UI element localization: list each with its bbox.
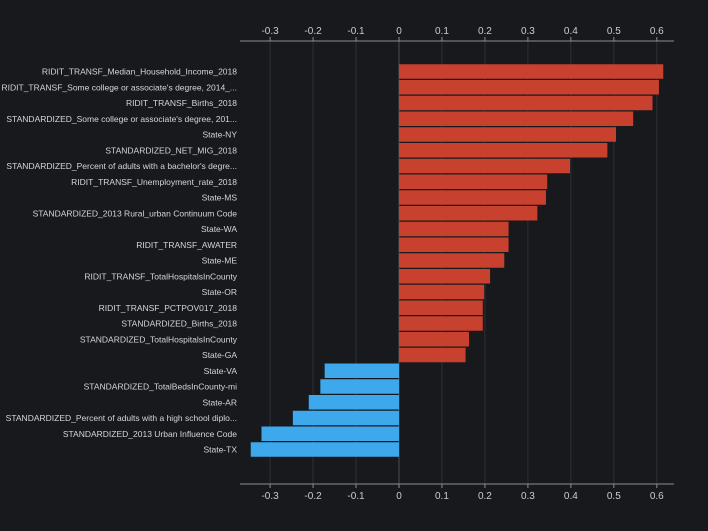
bottom-tick-label: -0.3 — [261, 491, 279, 502]
bar — [398, 253, 505, 268]
top-tick-label: 0.6 — [650, 26, 664, 37]
category-label: STANDARDIZED_Percent of adults with a hi… — [6, 413, 237, 423]
bottom-tick-label: 0.5 — [607, 491, 621, 502]
category-label: RIDIT_TRANSF_TotalHospitalsInCounty — [84, 271, 237, 281]
top-tick-label: 0.3 — [521, 26, 535, 37]
category-label: STANDARDIZED_TotalBedsInCounty-mi — [84, 382, 237, 392]
category-label: State-ME — [202, 256, 238, 266]
bar — [398, 111, 634, 126]
bottom-tick-label: -0.2 — [304, 491, 322, 502]
bar — [320, 379, 399, 394]
bar — [398, 300, 483, 315]
bar — [292, 410, 399, 426]
bar — [398, 269, 491, 284]
bar — [398, 284, 485, 300]
top-tick-label: -0.3 — [261, 26, 279, 37]
category-label: STANDARDIZED_2013 Urban Influence Code — [63, 429, 237, 439]
category-label: RIDIT_TRANSF_Unemployment_rate_2018 — [71, 177, 237, 187]
category-label: State-VA — [204, 366, 238, 376]
top-tick-label: 0.4 — [564, 26, 578, 37]
bar — [308, 395, 399, 410]
bottom-tick-label: 0.4 — [564, 491, 578, 502]
bar — [398, 332, 470, 347]
category-label: State-NY — [203, 130, 238, 140]
bar — [398, 174, 548, 189]
bar — [398, 64, 664, 79]
category-label: RIDIT_TRANSF_Births_2018 — [126, 98, 237, 108]
bar — [398, 158, 571, 174]
category-label: STANDARDIZED_TotalHospitalsInCounty — [80, 334, 238, 344]
bar — [398, 143, 608, 158]
axes: -0.3 -0.3 -0.2 -0.2 -0.1 -0.1 0 0 0.1 0.1 0.2 0.2 0.… — [240, 26, 674, 502]
category-label: State-WA — [201, 224, 237, 234]
category-labels: RIDIT_TRANSF_Median_Household_Income_201… — [2, 67, 238, 455]
bar — [398, 347, 466, 363]
bar — [324, 363, 399, 378]
top-tick-label: -0.2 — [304, 26, 322, 37]
bar — [398, 237, 509, 252]
bar — [398, 127, 616, 142]
bar — [250, 442, 399, 457]
category-label: State-GA — [202, 350, 237, 360]
bar — [398, 316, 483, 331]
category-label: State-TX — [203, 445, 237, 455]
bottom-tick-label: 0.3 — [521, 491, 535, 502]
bar — [398, 206, 538, 221]
bottom-tick-label: 0.1 — [435, 491, 449, 502]
bottom-tick-label: 0.6 — [650, 491, 664, 502]
category-label: STANDARDIZED_NET_MIG_2018 — [105, 145, 237, 155]
top-tick-label: -0.1 — [347, 26, 365, 37]
category-label: RIDIT_TRANSF_PCTPOV017_2018 — [99, 303, 238, 313]
category-label: STANDARDIZED_Births_2018 — [121, 319, 237, 329]
category-label: RIDIT_TRANSF_Median_Household_Income_201… — [42, 67, 237, 77]
bar — [261, 426, 399, 441]
category-label: State-AR — [203, 397, 238, 407]
bar — [398, 221, 509, 237]
category-label: STANDARDIZED_2013 Rural_urban Continuum … — [33, 208, 238, 218]
category-label: STANDARDIZED_Percent of adults with a ba… — [6, 161, 237, 171]
bar — [398, 80, 659, 95]
top-tick-label: 0 — [396, 26, 402, 37]
category-label: State-MS — [202, 193, 238, 203]
top-tick-label: 0.2 — [478, 26, 492, 37]
bar — [398, 95, 653, 111]
category-label: STANDARDIZED_Some college or associate's… — [6, 114, 237, 124]
bar — [398, 190, 546, 205]
top-tick-label: 0.5 — [607, 26, 621, 37]
category-label: RIDIT_TRANSF_AWATER — [136, 240, 237, 250]
category-label: State-OR — [202, 287, 237, 297]
top-tick-label: 0.1 — [435, 26, 449, 37]
bottom-tick-label: 0 — [396, 491, 402, 502]
bars — [250, 64, 664, 457]
category-label: RIDIT_TRANSF_Some college or associate's… — [2, 82, 238, 92]
bottom-tick-label: 0.2 — [478, 491, 492, 502]
bottom-tick-label: -0.1 — [347, 491, 365, 502]
